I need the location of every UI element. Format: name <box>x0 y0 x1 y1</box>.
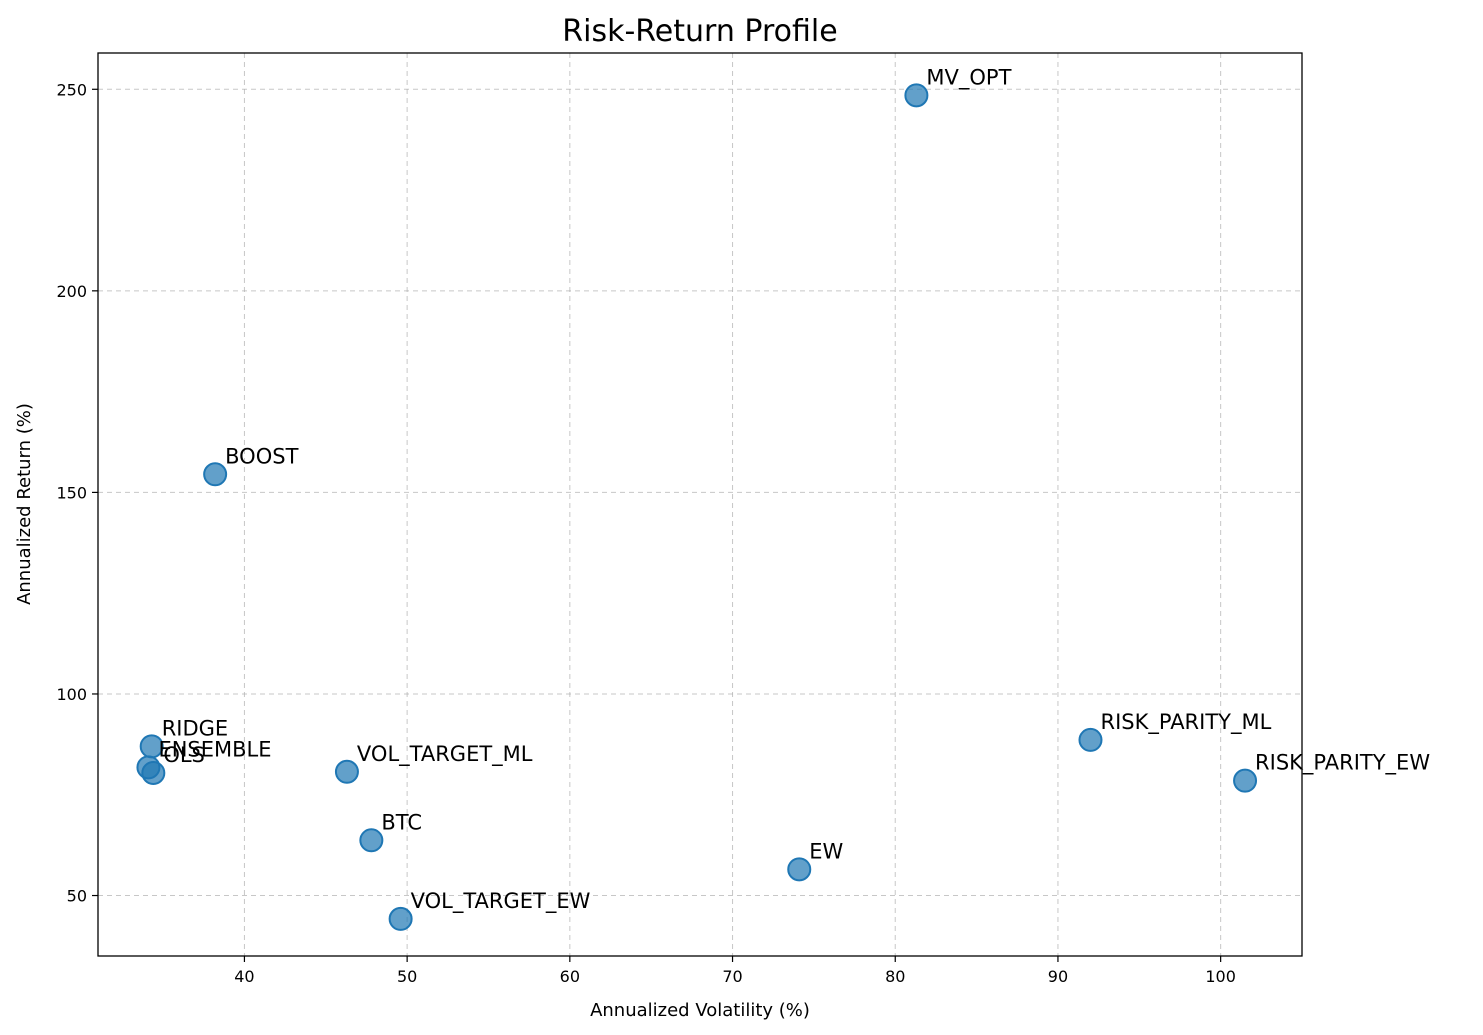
data-point <box>141 760 166 785</box>
point-label: RISK_PARITY_ML <box>1100 710 1271 735</box>
point-label: VOL_TARGET_ML <box>357 742 533 767</box>
y-tick-label: 100 <box>56 685 87 704</box>
data-point <box>203 462 228 487</box>
data-point <box>1078 727 1103 752</box>
x-tick-label: 80 <box>885 967 905 986</box>
point-label: RIDGE <box>162 716 229 740</box>
x-tick-label: 40 <box>234 967 254 986</box>
point-label: OLS <box>163 743 205 767</box>
axis-ticks: 40 50 60 70 80 90 100 50 100 150 200 250 <box>56 80 1235 986</box>
x-tick-label: 50 <box>397 967 417 986</box>
x-tick-label: 60 <box>560 967 580 986</box>
plot-frame <box>97 52 1303 957</box>
y-tick-label: 200 <box>56 282 87 301</box>
point-label: MV_OPT <box>926 65 1011 90</box>
point-label: BTC <box>381 810 422 834</box>
data-point <box>359 828 384 853</box>
x-tick-label: 90 <box>1048 967 1068 986</box>
point-label: BOOST <box>225 444 298 468</box>
data-point <box>904 83 929 108</box>
grid <box>98 53 1302 956</box>
x-tick-label: 100 <box>1205 967 1236 986</box>
y-axis-label: Annualized Return (%) <box>14 403 35 605</box>
x-axis-label: Annualized Volatility (%) <box>590 1000 810 1021</box>
point-label: RISK_PARITY_EW <box>1255 751 1430 776</box>
point-label: ENSEMBLE <box>158 737 271 761</box>
chart-title: Risk-Return Profile <box>562 14 837 49</box>
y-tick-label: 50 <box>67 887 87 906</box>
x-tick-label: 70 <box>722 967 742 986</box>
data-point <box>334 759 359 784</box>
point-label: VOL_TARGET_EW <box>411 889 591 914</box>
point-label: EW <box>809 839 843 863</box>
data-point <box>787 857 812 882</box>
data-point <box>388 906 413 931</box>
y-tick-label: 250 <box>56 80 87 99</box>
data-point <box>1233 768 1258 793</box>
data-points <box>136 83 1258 931</box>
y-tick-label: 150 <box>56 483 87 502</box>
